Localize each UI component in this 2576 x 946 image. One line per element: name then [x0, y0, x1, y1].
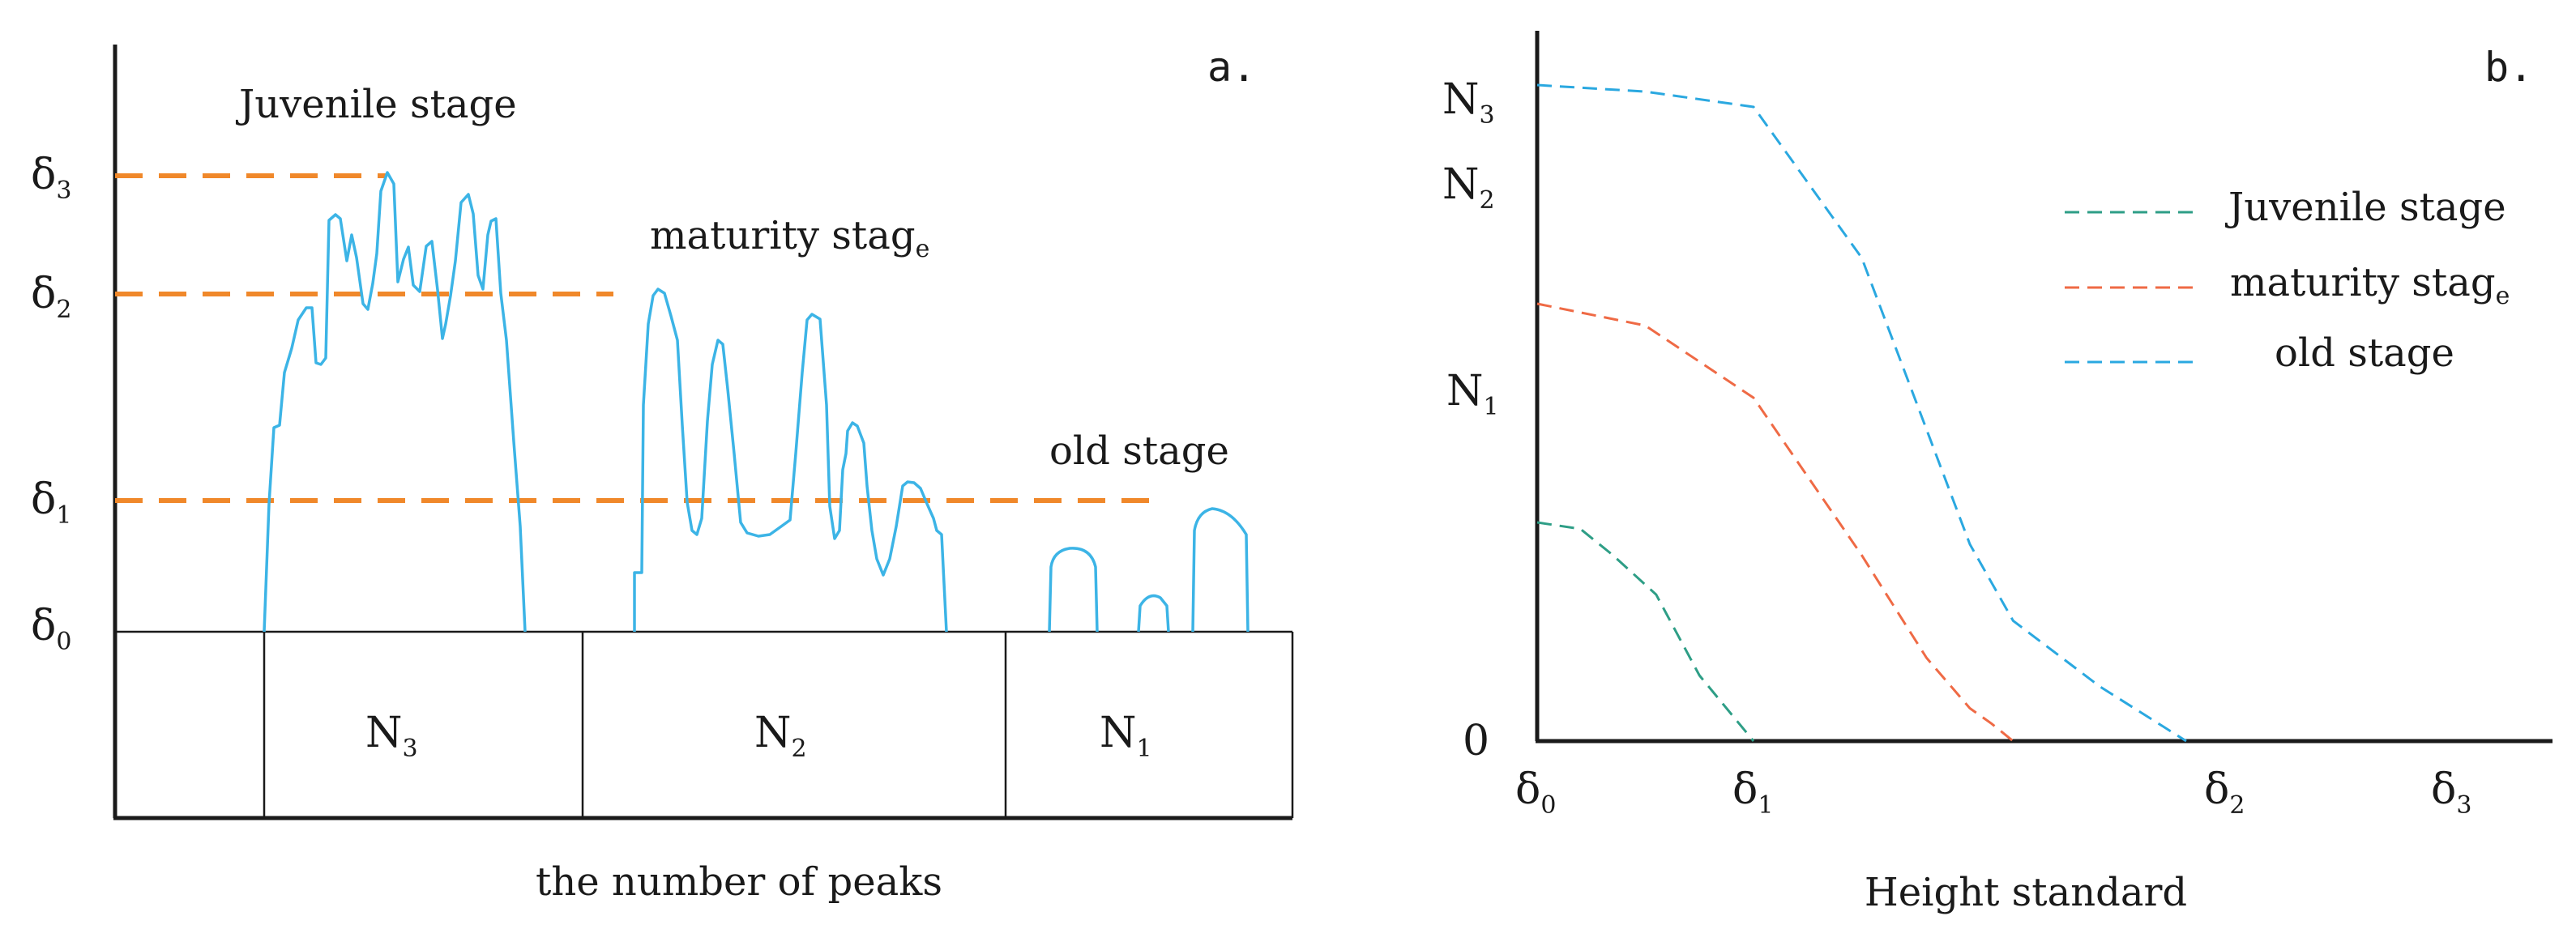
panel-b-x-ticks: δ0 δ1 δ2 δ3	[1515, 765, 2471, 820]
maturity-stage-label: maturity stage	[650, 213, 929, 263]
y-tick-n1: N1	[1446, 367, 1499, 421]
series-line-old	[1536, 83, 2187, 743]
panel-a-box-dividers	[263, 632, 1294, 818]
x-tick-delta2: δ2	[2204, 765, 2245, 820]
panel-b-tag: b.	[2484, 44, 2533, 91]
box-n3-label: N3	[365, 709, 418, 763]
panel-b-x-axis-label: Height standard	[1865, 870, 2187, 915]
panel-b-series	[1536, 83, 2187, 743]
panel-a-threshold-lines	[115, 173, 1160, 503]
profile-old-bump-1	[1048, 547, 1099, 633]
profile-juvenile-cluster	[263, 171, 527, 633]
panel-b: b. 0 N3 N2 N1 δ0 δ1 δ2 δ3 Juvenile stage…	[1442, 31, 2553, 915]
series-line-maturity	[1536, 302, 2014, 743]
legend-label-maturity: maturity stage	[2230, 260, 2510, 310]
surface-profile	[263, 171, 1250, 633]
juvenile-stage-label: Juvenile stage	[235, 82, 517, 127]
x-tick-delta1: δ1	[1732, 765, 1773, 820]
box-n2-label: N2	[754, 709, 807, 763]
y-tick-n2: N2	[1442, 160, 1495, 215]
y-tick-n3: N3	[1442, 75, 1495, 130]
legend-label-juvenile: Juvenile stage	[2224, 185, 2506, 230]
profile-maturity-cluster	[633, 288, 948, 633]
series-line-juvenile	[1536, 521, 1755, 742]
level-delta1-label: δ1	[31, 475, 71, 530]
profile-old-bump-2	[1137, 594, 1170, 633]
level-delta3-label: δ3	[31, 151, 71, 205]
old-stage-label: old stage	[1049, 428, 1229, 474]
panel-b-origin-label: 0	[1463, 717, 1489, 765]
x-tick-delta0: δ0	[1515, 765, 1556, 820]
panel-a-tag: a.	[1207, 44, 1256, 91]
level-delta0-label: δ0	[31, 602, 71, 656]
x-tick-delta3: δ3	[2431, 765, 2471, 820]
panel-b-legend: Juvenile stage maturity stage old stage	[2065, 185, 2510, 376]
profile-old-bump-3	[1191, 507, 1250, 633]
legend-label-old: old stage	[2275, 330, 2454, 376]
level-delta2-label: δ2	[31, 270, 71, 324]
panel-b-y-ticks: N3 N2 N1	[1442, 75, 1499, 421]
panel-a-x-axis-label: the number of peaks	[536, 859, 942, 905]
box-n1-label: N1	[1100, 709, 1152, 763]
panel-a: a. δ3 δ2 δ1 δ0 Juvenile stage maturity s…	[31, 44, 1294, 905]
